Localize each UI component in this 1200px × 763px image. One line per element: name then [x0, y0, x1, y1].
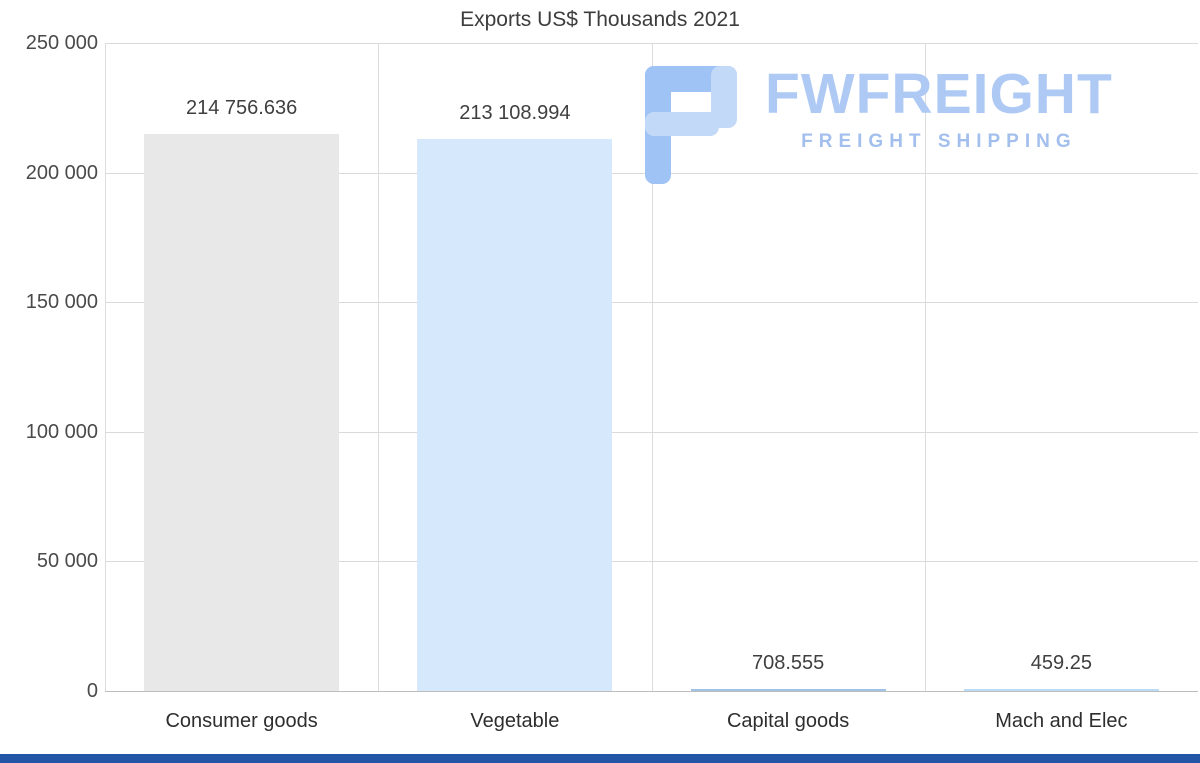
bar-value-label: 214 756.636 — [186, 97, 298, 120]
y-axis-tick-label: 200 000 — [25, 161, 98, 184]
category-separator-line — [924, 43, 926, 691]
watermark-logo: FWFREIGHT FREIGHT SHIPPING — [645, 66, 1113, 184]
y-axis-tick-label: 50 000 — [36, 550, 98, 573]
chart-title: Exports US$ Thousands 2021 — [460, 8, 740, 31]
x-axis-category-label: Vegetable — [470, 710, 560, 732]
bar-vegetable — [417, 138, 613, 691]
brand-name: FWFREIGHT — [765, 62, 1113, 126]
x-axis-category-label: Consumer goods — [165, 710, 318, 732]
x-axis-category-label: Mach and Elec — [995, 710, 1128, 732]
bar-consumer-goods — [144, 134, 340, 691]
bar-mach-and-elec — [963, 689, 1159, 691]
fwfreight-f-logo-icon — [645, 66, 737, 184]
y-axis-line — [105, 43, 106, 691]
bar-capital-goods — [690, 689, 886, 691]
brand-tagline: FREIGHT SHIPPING — [801, 131, 1077, 152]
category-separator-line — [651, 43, 653, 691]
y-axis-tick-label: 250 000 — [25, 32, 98, 54]
bar-value-label: 459.25 — [1030, 652, 1092, 674]
gridline-y-0 — [105, 691, 1198, 692]
y-axis-tick-label: 100 000 — [25, 420, 98, 443]
y-axis-tick-label: 0 — [86, 680, 98, 702]
category-separator-line — [378, 43, 380, 691]
x-axis-category-label: Capital goods — [726, 710, 850, 732]
bar-value-label: 708.555 — [751, 652, 825, 674]
y-axis-tick-label: 150 000 — [25, 291, 98, 314]
bar-value-label: 213 108.994 — [459, 101, 571, 124]
watermark-text-block: FWFREIGHT FREIGHT SHIPPING — [765, 66, 1113, 153]
footer-accent-strip — [0, 754, 1200, 763]
